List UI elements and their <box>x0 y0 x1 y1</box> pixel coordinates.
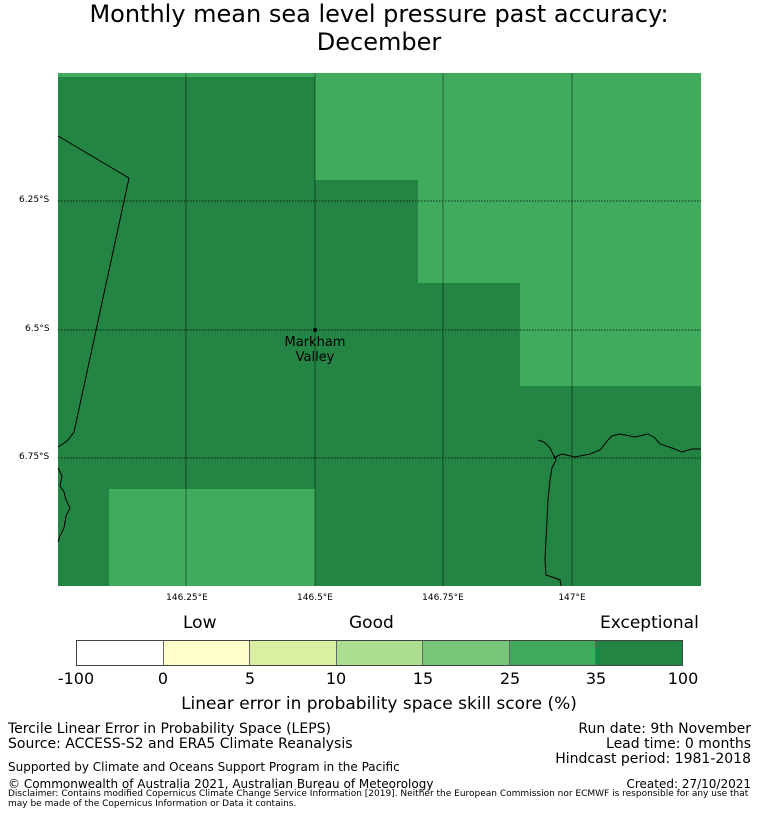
lat-label: 6.75°S <box>19 452 50 462</box>
colorbar-tick: 100 <box>667 669 699 688</box>
skill-cell <box>315 73 701 180</box>
place-label-markham-valley: Markham Valley <box>270 335 360 365</box>
skill-cells-good <box>58 73 701 586</box>
colorbar-segment <box>163 641 251 665</box>
skill-cell <box>418 180 701 283</box>
map-title: Monthly mean sea level pressure past acc… <box>0 0 758 56</box>
copyright-text: © Commonwealth of Australia 2021, Austra… <box>8 777 434 791</box>
colorbar-title: Linear error in probability space skill … <box>181 694 577 714</box>
disclaimer-text: Disclaimer: Contains modified Copernicus… <box>8 789 749 809</box>
lon-label: 146.5°E <box>297 593 333 603</box>
colorbar <box>76 640 683 666</box>
colorbar-tick: 5 <box>244 669 256 688</box>
created-text: Created: 27/10/2021 <box>626 777 751 791</box>
colorbar-segment <box>77 641 164 665</box>
colorbar-tick: 10 <box>325 669 347 688</box>
title-line-2: December <box>316 28 442 56</box>
colorbar-tick: 35 <box>585 669 607 688</box>
run-date-text: Run date: 9th November <box>578 721 751 737</box>
lat-label: 6.25°S <box>19 195 50 205</box>
lon-label: 147°E <box>558 593 586 603</box>
legend-category-low: Low <box>183 613 217 633</box>
lon-label: 146.75°E <box>422 593 464 603</box>
colorbar-tick: -100 <box>57 669 95 688</box>
coastline-west <box>57 467 71 543</box>
coastline-east <box>537 433 701 587</box>
place-label-line: Valley <box>295 350 335 365</box>
skill-cell <box>109 489 315 586</box>
place-marker <box>313 328 317 332</box>
lead-time-text: Lead time: 0 months <box>606 736 751 752</box>
place-label-line: Markham <box>284 335 346 350</box>
lon-label: 146.25°E <box>166 593 208 603</box>
hindcast-text: Hindcast period: 1981-2018 <box>555 751 751 767</box>
map-canvas <box>57 73 701 587</box>
title-line-1: Monthly mean sea level pressure past acc… <box>89 0 669 28</box>
colorbar-tick: 25 <box>499 669 521 688</box>
coastlines <box>57 135 701 587</box>
legend-category-good: Good <box>349 613 394 633</box>
skill-cell <box>520 283 701 386</box>
colorbar-tick: 0 <box>157 669 169 688</box>
colorbar-segment <box>509 641 597 665</box>
lat-label: 6.5°S <box>25 324 50 334</box>
colorbar-tick: 15 <box>412 669 434 688</box>
support-text: Supported by Climate and Oceans Support … <box>8 760 400 774</box>
footer-right: Run date: 9th November Lead time: 0 mont… <box>555 722 751 767</box>
colorbar-segment <box>423 641 510 665</box>
colorbar-segment <box>250 641 337 665</box>
legend-category-exceptional: Exceptional <box>600 613 699 633</box>
colorbar-segment <box>596 641 683 665</box>
footer-left: Tercile Linear Error in Probability Spac… <box>8 722 353 752</box>
method-text: Tercile Linear Error in Probability Spac… <box>8 721 331 737</box>
source-text: Source: ACCESS-S2 and ERA5 Climate Reana… <box>8 736 353 752</box>
border-line <box>57 135 130 448</box>
colorbar-segment <box>336 641 424 665</box>
